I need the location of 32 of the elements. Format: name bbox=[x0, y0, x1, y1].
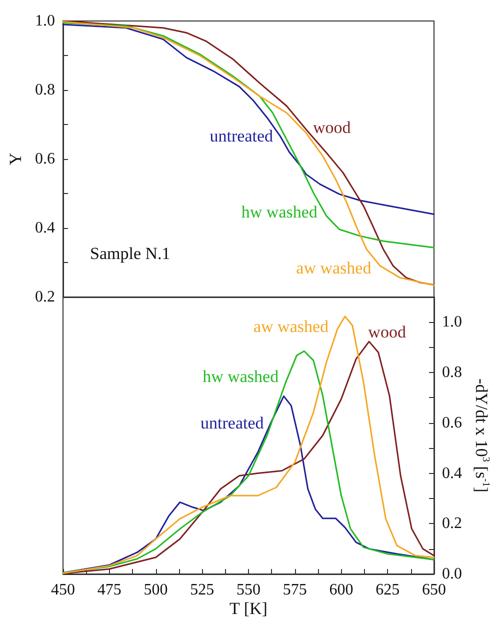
y-tick-label: 0.8 bbox=[35, 82, 55, 98]
x-tick-label: 525 bbox=[190, 582, 214, 598]
series-label: wood bbox=[368, 322, 406, 342]
y2-axis-title: -dY/dt x 103 [s-1] bbox=[472, 378, 490, 492]
x-tick-label: 500 bbox=[144, 582, 168, 598]
annotation: Sample N.1 bbox=[90, 244, 170, 263]
series-label: untreated bbox=[210, 126, 274, 146]
y2-tick-label: 0.6 bbox=[442, 414, 462, 432]
y2-tick-label: 0.2 bbox=[442, 515, 462, 532]
x-tick-label: 650 bbox=[422, 582, 446, 598]
series-label: hw washed bbox=[202, 367, 280, 386]
x-tick-label: 450 bbox=[51, 582, 75, 598]
y-tick-label: 1.0 bbox=[35, 12, 55, 30]
x-tick-label: 550 bbox=[236, 582, 260, 598]
y-tick-label: 0.4 bbox=[35, 220, 55, 236]
y2-tick-label: 1.0 bbox=[442, 314, 462, 331]
series-label: hw washed bbox=[241, 202, 318, 222]
y-axis-title: Y bbox=[6, 152, 26, 166]
series-label: aw washed bbox=[296, 258, 372, 278]
x-tick-label: 625 bbox=[376, 582, 400, 598]
x-axis-title: T [K] bbox=[230, 599, 268, 618]
series-label: aw washed bbox=[253, 317, 330, 336]
series-label: wood bbox=[313, 118, 352, 137]
y2-tick-label: 0.8 bbox=[442, 364, 462, 382]
y2-tick-label: 0.4 bbox=[442, 464, 462, 482]
y2-tick-label: 0.0 bbox=[442, 566, 462, 582]
y-tick-label: 0.6 bbox=[35, 150, 55, 168]
x-tick-label: 575 bbox=[282, 582, 307, 598]
x-tick-label: 475 bbox=[97, 582, 122, 598]
x-tick-label: 600 bbox=[329, 582, 354, 598]
y-tick-label: 0.2 bbox=[35, 288, 55, 306]
series-label: untreated bbox=[200, 413, 264, 432]
